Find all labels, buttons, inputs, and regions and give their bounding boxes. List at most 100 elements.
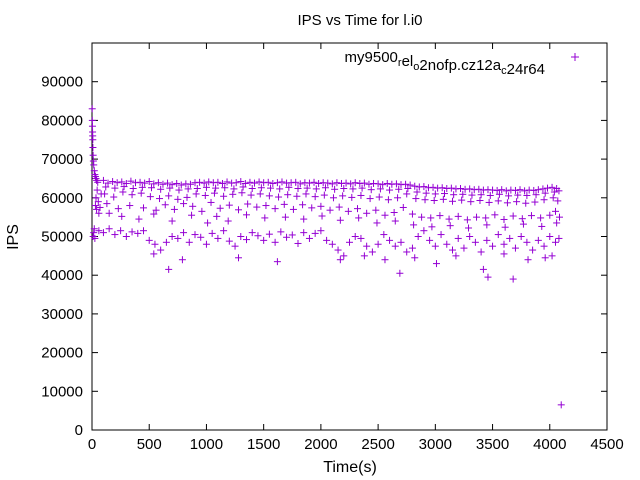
data-point — [89, 233, 97, 240]
data-point — [446, 222, 454, 230]
data-point — [180, 200, 188, 208]
data-point — [303, 184, 311, 192]
data-point — [422, 189, 430, 197]
data-point — [366, 195, 374, 203]
data-point — [449, 246, 456, 254]
data-point — [300, 215, 308, 223]
legend-entry-label: my9500relo2nofp.cz12ac24r64 — [345, 49, 545, 78]
data-point — [397, 238, 405, 246]
data-point — [119, 188, 127, 196]
data-point — [483, 221, 491, 229]
data-point — [152, 206, 160, 214]
data-point — [555, 187, 563, 195]
data-point — [90, 161, 98, 169]
data-point — [238, 189, 246, 197]
data-point — [411, 254, 419, 262]
data-point — [346, 238, 353, 246]
data-point — [111, 184, 119, 192]
data-point — [509, 212, 517, 220]
data-point — [94, 198, 102, 206]
data-point — [548, 183, 556, 191]
data-point — [221, 184, 229, 192]
data-point — [540, 196, 548, 204]
data-point — [253, 203, 261, 211]
data-point — [357, 191, 365, 199]
data-point — [466, 185, 474, 193]
data-point — [101, 190, 109, 198]
data-point — [328, 240, 336, 248]
data-point — [372, 206, 380, 214]
data-point — [380, 231, 388, 239]
data-point — [92, 194, 100, 202]
data-point — [374, 240, 382, 248]
data-point — [501, 223, 509, 231]
legend-text-part: 24r64 — [507, 61, 545, 78]
legend-text-part: el — [402, 53, 414, 70]
data-point — [110, 193, 118, 201]
data-point — [414, 233, 422, 240]
y-tick-label: 0 — [75, 422, 83, 439]
data-point — [392, 180, 400, 188]
data-point — [237, 233, 245, 240]
data-point — [157, 185, 165, 193]
data-point — [102, 183, 110, 191]
data-point — [342, 179, 350, 187]
data-point — [156, 195, 164, 203]
data-point — [151, 240, 159, 248]
data-point — [454, 212, 462, 220]
data-point — [114, 205, 122, 213]
data-point — [509, 275, 517, 283]
legend-text-part: 2nofp.cz12a — [419, 57, 501, 74]
data-point — [394, 194, 402, 202]
data-point — [218, 179, 226, 187]
data-point — [436, 212, 444, 220]
data-point — [365, 180, 373, 188]
data-point — [443, 240, 451, 248]
data-point — [276, 185, 284, 193]
data-point — [402, 180, 410, 188]
data-point — [288, 231, 296, 239]
data-point — [458, 196, 466, 204]
data-point — [185, 238, 193, 246]
data-point — [230, 185, 238, 193]
data-point — [109, 178, 117, 186]
x-tick-label: 0 — [88, 436, 96, 453]
data-point — [368, 248, 376, 256]
data-point — [479, 265, 487, 273]
data-point — [396, 269, 404, 277]
data-point — [523, 191, 531, 199]
data-point — [360, 252, 368, 260]
data-point — [205, 178, 213, 186]
data-point — [320, 191, 328, 199]
data-point — [491, 211, 499, 219]
data-point — [336, 216, 344, 224]
data-point — [521, 187, 529, 195]
data-point — [292, 178, 300, 186]
data-point — [537, 214, 545, 222]
data-point — [489, 242, 497, 250]
x-tick-label: 2500 — [361, 436, 394, 453]
data-point — [122, 233, 130, 240]
x-tick-label: 3000 — [419, 436, 452, 453]
data-point — [431, 242, 439, 250]
x-axis-label: Time(s) — [323, 459, 377, 476]
data-point — [265, 230, 273, 238]
data-point — [128, 191, 136, 199]
data-point — [323, 236, 331, 244]
data-point — [357, 234, 365, 242]
y-tick-label: 40000 — [41, 267, 83, 284]
data-point — [183, 193, 191, 201]
data-point — [162, 238, 170, 246]
data-point — [556, 213, 564, 221]
data-point — [395, 185, 403, 193]
data-point — [335, 203, 343, 211]
data-point — [438, 184, 446, 192]
legend-key-marker — [571, 53, 579, 61]
data-point — [333, 179, 341, 187]
data-point — [381, 211, 389, 219]
data-point — [399, 203, 407, 211]
data-point — [200, 179, 208, 187]
data-point — [429, 183, 437, 191]
data-point — [281, 213, 289, 221]
data-point — [445, 215, 453, 223]
